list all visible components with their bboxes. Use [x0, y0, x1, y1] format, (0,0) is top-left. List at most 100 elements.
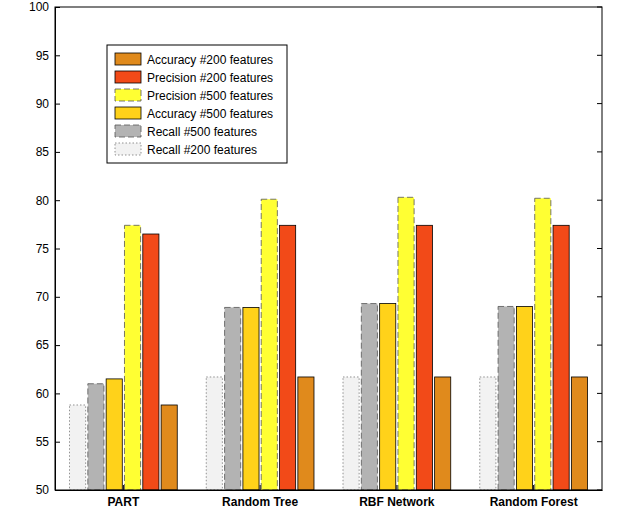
y-tick-label: 95: [36, 49, 50, 63]
y-tick-mark: [55, 152, 60, 153]
y-tick-mark-right: [597, 200, 602, 201]
x-axis-line: [56, 490, 603, 491]
y-tick-label: 85: [36, 145, 50, 159]
y-tick-label: 75: [36, 242, 50, 256]
y-tick-label: 55: [36, 435, 50, 449]
y-tick-mark-right: [597, 7, 602, 8]
y-axis: 50 55 60 65 70 75 80 85 90 95 100: [29, 0, 60, 497]
y-tick-mark: [55, 200, 60, 201]
legend-label: Recall #200 features: [147, 143, 257, 157]
legend-item: Recall #500 features: [115, 125, 257, 139]
y-tick-mark: [55, 345, 60, 346]
x-tick: PART: [107, 485, 139, 509]
legend-item: Precision #200 features: [115, 71, 273, 85]
y-tick-label: 60: [36, 387, 50, 401]
x-tick: Random Forest: [490, 485, 578, 509]
y-tick-mark: [55, 55, 60, 56]
bar: [398, 197, 414, 490]
y-tick-label: 65: [36, 338, 50, 352]
y-tick-label: 50: [36, 483, 50, 497]
legend-swatch: [115, 143, 141, 155]
y-tick-label: 70: [36, 290, 50, 304]
bar: [498, 306, 514, 490]
bar: [70, 405, 86, 490]
bar: [553, 225, 569, 490]
y-tick: 55: [36, 435, 60, 449]
y-tick: 70: [36, 290, 60, 304]
legend-label: Precision #500 features: [147, 89, 273, 103]
bar: [161, 405, 177, 490]
legend-label: Accuracy #500 features: [147, 107, 273, 121]
bar: [516, 306, 532, 490]
bar: [571, 377, 587, 490]
bar: [380, 304, 396, 490]
legend-item: Accuracy #500 features: [115, 107, 273, 121]
legend-item: Recall #200 features: [115, 143, 257, 157]
x-tick-mark: [123, 485, 124, 490]
bar: [280, 225, 296, 490]
x-tick-label: PART: [107, 495, 139, 509]
y-tick: 80: [36, 194, 60, 208]
y-tick: 95: [36, 49, 60, 63]
x-tick-mark: [533, 485, 534, 490]
x-tick: Random Tree: [222, 485, 298, 509]
bar: [435, 377, 451, 490]
y-tick-label: 80: [36, 194, 50, 208]
y-tick-mark: [55, 442, 60, 443]
legend-label: Precision #200 features: [147, 71, 273, 85]
bar: [143, 234, 159, 490]
bar: [298, 377, 314, 490]
bar: [416, 225, 432, 490]
y-tick: 100: [29, 0, 60, 14]
legend-label: Recall #500 features: [147, 125, 257, 139]
y-tick-mark: [55, 297, 60, 298]
bar: [480, 377, 496, 490]
legend-swatch: [115, 125, 141, 137]
bar: [88, 384, 104, 490]
y-tick-mark: [55, 249, 60, 250]
x-tick: RBF Network: [359, 485, 435, 509]
y-tick-mark-right: [597, 345, 602, 346]
y-tick-mark-right: [597, 103, 602, 104]
legend-swatch: [115, 71, 141, 83]
y-tick: 60: [36, 387, 60, 401]
legend-box: [107, 45, 287, 163]
bar: [361, 304, 377, 490]
x-tick-mark: [260, 485, 261, 490]
bar: [124, 225, 140, 490]
x-axis: PART Random Tree RBF Network Random Forest: [56, 485, 603, 509]
bar: [243, 307, 259, 490]
x-tick-label: Random Forest: [490, 495, 578, 509]
y-tick-mark-right: [597, 55, 602, 56]
legend: Accuracy #200 features Precision #200 fea…: [107, 45, 287, 163]
y-tick-mark: [55, 7, 60, 8]
y-tick-label: 90: [36, 97, 50, 111]
y-tick: 75: [36, 242, 60, 256]
y-tick: 90: [36, 97, 60, 111]
bar: [535, 198, 551, 490]
y-tick-mark-right: [597, 441, 602, 442]
y-tick-mark-right: [597, 296, 602, 297]
y-tick-mark-right: [597, 151, 602, 152]
y-tick: 85: [36, 145, 60, 159]
x-tick-label: RBF Network: [359, 495, 435, 509]
x-tick-mark: [396, 485, 397, 490]
y-tick-label: 100: [29, 0, 49, 14]
y-tick-mark: [55, 104, 60, 105]
bar: [206, 377, 222, 490]
chart: 50 55 60 65 70 75 80 85 90 95 100 PART Random Tree RB…: [0, 0, 640, 514]
y-tick-mark-right: [597, 248, 602, 249]
bar: [225, 307, 241, 490]
legend-item: Precision #500 features: [115, 89, 273, 103]
legend-item: Accuracy #200 features: [115, 53, 273, 67]
bar: [343, 377, 359, 490]
bar: [106, 379, 122, 490]
legend-swatch: [115, 107, 141, 119]
legend-swatch: [115, 53, 141, 65]
legend-label: Accuracy #200 features: [147, 53, 273, 67]
y-tick-mark: [55, 393, 60, 394]
y-tick-mark-right: [597, 393, 602, 394]
x-tick-label: Random Tree: [222, 495, 298, 509]
bars: [70, 197, 588, 490]
legend-swatch: [115, 89, 141, 101]
